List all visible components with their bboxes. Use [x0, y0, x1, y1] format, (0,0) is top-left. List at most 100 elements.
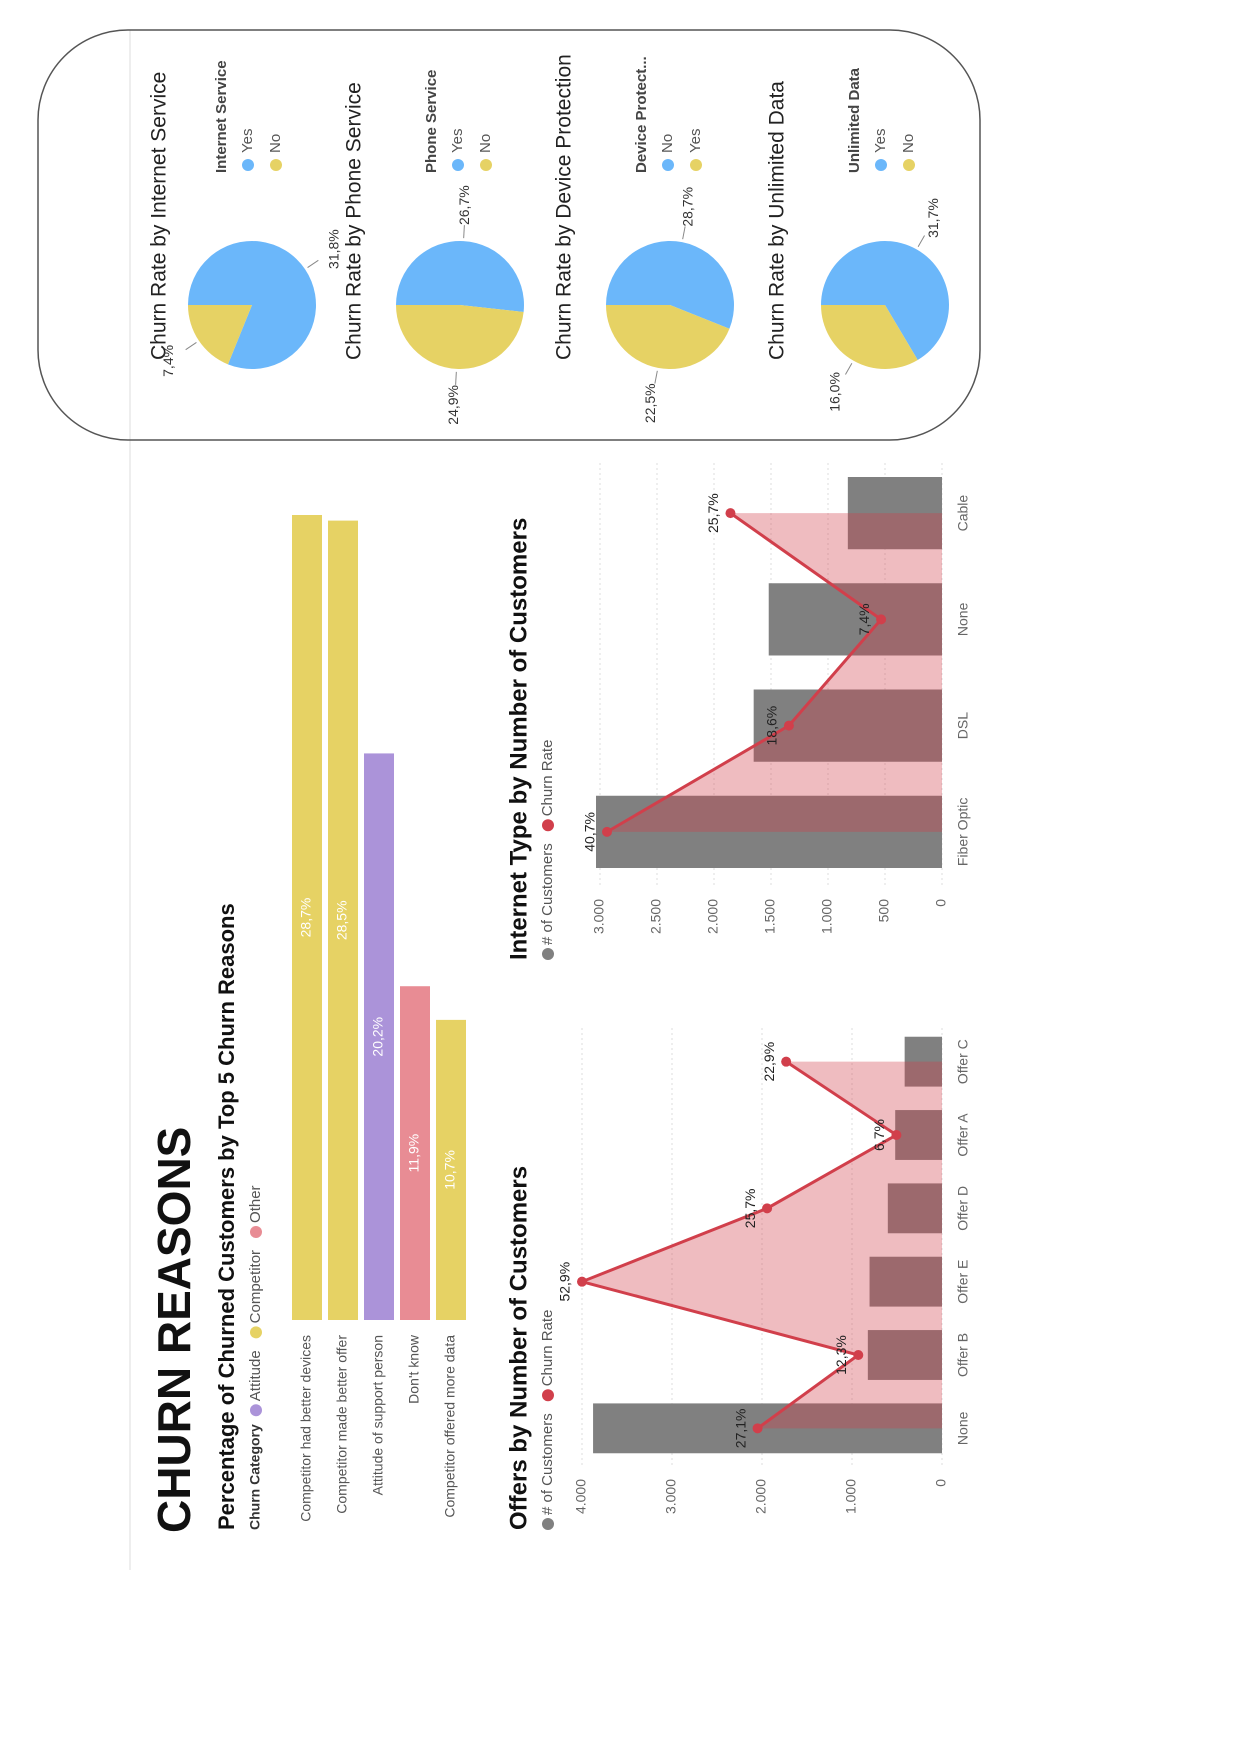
legend-marker [242, 159, 254, 171]
bar [904, 1036, 943, 1087]
pie-slice [821, 305, 918, 369]
point [876, 614, 887, 625]
x-tick-label: DSL [955, 712, 971, 739]
y-tick-label: 3.000 [663, 1479, 679, 1514]
bar [768, 583, 942, 656]
legend-title: Device Protect... [633, 56, 650, 173]
bar [292, 515, 322, 1320]
legend-marker [542, 1518, 554, 1530]
legend-label: Other [247, 1185, 264, 1223]
data-label: 25,7% [742, 1188, 758, 1228]
chart-title: Percentage of Churned Customers by Top 5… [214, 903, 239, 1530]
bar [895, 1110, 943, 1160]
y-tick-label: 1.500 [762, 899, 778, 934]
pie-slice [606, 241, 734, 329]
legend-title: Phone Service [423, 70, 440, 173]
legend-title: Unlimited Data [846, 67, 863, 173]
data-label: 7,4% [856, 603, 872, 635]
legend-label: No [477, 134, 494, 153]
data-label: 26,7% [456, 185, 472, 225]
bar [867, 1330, 943, 1380]
legend-label: Attitude [247, 1350, 264, 1401]
chart-title: Churn Rate by Device Protection [553, 54, 576, 360]
y-tick-label: 1.000 [819, 899, 835, 934]
pie-slice [606, 305, 730, 369]
data-label: 20,2% [370, 1017, 386, 1057]
data-label: 31,8% [326, 229, 342, 269]
y-tick-label: 1.000 [843, 1479, 859, 1514]
legend-marker [250, 1404, 262, 1417]
legend-label: Yes [687, 129, 704, 153]
x-tick-label: Offer A [955, 1113, 971, 1157]
point [853, 1350, 864, 1360]
y-tick-label: 2.000 [705, 899, 721, 934]
leader-line [307, 259, 319, 268]
chart-title: Offers by Number of Customers [505, 1166, 532, 1530]
y-tick-label: 0 [933, 1479, 949, 1487]
pie-slice [396, 305, 524, 369]
legend-marker [875, 159, 887, 171]
data-label: 27,1% [732, 1408, 748, 1448]
legend-label: No [900, 134, 917, 153]
data-label: 28,7% [298, 898, 314, 938]
dashboard-canvas: CHURN REASONS Percentage of Churned Cust… [37, 29, 981, 1570]
pie-slice [188, 305, 252, 365]
data-label: 52,9% [557, 1262, 573, 1302]
x-tick-label: Offer E [955, 1260, 971, 1304]
bar [887, 1183, 943, 1234]
area [607, 513, 942, 832]
data-label: 28,5% [334, 900, 350, 940]
x-tick-label: None [955, 602, 971, 636]
chart-title: Churn Rate by Unlimited Data [766, 81, 789, 360]
bar [753, 689, 942, 762]
data-label: 25,7% [705, 493, 721, 533]
data-label: 7,4% [160, 345, 176, 377]
bar [596, 795, 942, 868]
point [725, 508, 736, 519]
point [602, 826, 612, 837]
legend-title: Churn Category [247, 1424, 263, 1530]
x-tick-label: Fiber Optic [955, 798, 971, 866]
data-label: 28,7% [680, 187, 696, 227]
point [781, 1056, 792, 1067]
x-tick-label: Cable [955, 495, 971, 532]
line [606, 511, 884, 834]
legend-label: No [659, 134, 676, 153]
legend-label: Yes [872, 129, 889, 153]
data-label: 11,9% [406, 1134, 422, 1173]
legend-marker [690, 159, 702, 171]
point [783, 720, 794, 731]
data-label: 10,7% [442, 1150, 458, 1190]
leader-line [845, 362, 853, 375]
legend-marker [542, 819, 554, 832]
legend-label: # of Customers [539, 1413, 556, 1515]
legend-label: Yes [449, 129, 466, 153]
data-label: 24,9% [445, 385, 461, 425]
x-tick-label: None [955, 1411, 971, 1445]
legend-label: Churn Rate [539, 1310, 556, 1387]
category-label: Don't know [406, 1334, 422, 1404]
chart-title: Internet Type by Number of Customers [505, 518, 532, 960]
legend-title: Internet Service [213, 60, 230, 173]
y-tick-label: 500 [876, 899, 892, 923]
legend-label: # of Customers [539, 843, 556, 945]
data-label: 22,9% [761, 1042, 777, 1082]
category-label: Attitude of support person [370, 1335, 386, 1495]
legend-marker [250, 1326, 262, 1339]
data-label: 6,7% [871, 1119, 887, 1151]
data-label: 40,7% [582, 812, 598, 852]
pie-slice [188, 241, 316, 369]
point [577, 1276, 587, 1287]
area [582, 1061, 942, 1429]
legend-marker [452, 159, 464, 171]
bar [869, 1256, 942, 1307]
point [891, 1130, 902, 1140]
point [752, 1423, 763, 1434]
x-tick-label: Offer D [955, 1186, 971, 1231]
page-title: CHURN REASONS [148, 1127, 200, 1533]
line [577, 1060, 900, 1430]
category-label: Competitor had better devices [298, 1335, 314, 1522]
x-tick-label: Offer C [955, 1039, 971, 1084]
y-tick-label: 0 [933, 899, 949, 907]
